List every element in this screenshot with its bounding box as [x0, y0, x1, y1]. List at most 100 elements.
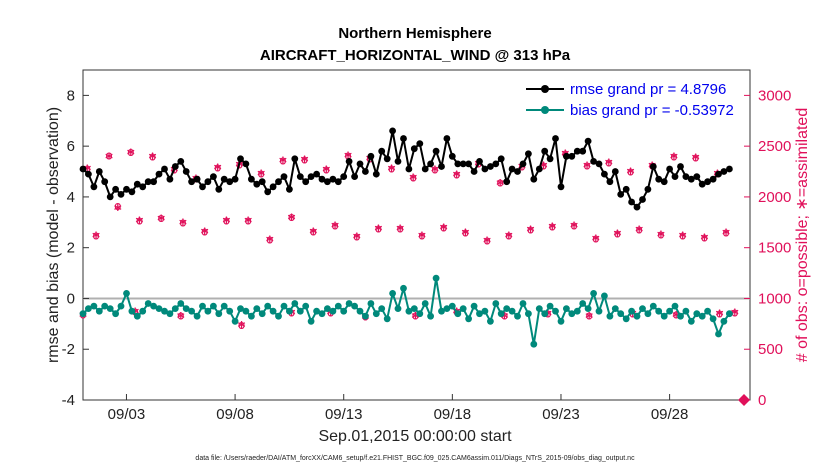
obs-possible-marker: o — [136, 213, 143, 227]
rmse-point — [530, 175, 538, 183]
obs-possible-marker: o — [679, 229, 686, 243]
obs-assimilated-marker: * — [700, 231, 708, 249]
bias-point — [530, 340, 538, 348]
obs-possible-marker: o — [388, 161, 395, 175]
bias-point — [112, 310, 119, 318]
obs-assimilated-marker: * — [672, 308, 680, 326]
x-tick-label: 09/08 — [216, 406, 254, 423]
rmse-point — [687, 175, 695, 183]
y-right-tick-label: 1500 — [758, 240, 791, 257]
rmse-point — [220, 175, 228, 183]
obs-possible-marker: o — [310, 224, 317, 238]
bias-point — [606, 312, 614, 320]
rmse-point — [497, 155, 505, 163]
rmse-point — [334, 178, 342, 186]
bias-point — [307, 317, 315, 325]
bias-point — [182, 305, 190, 312]
rmse-point — [177, 158, 185, 165]
obs-possible-marker: o — [657, 227, 664, 241]
obs-assimilated-marker: * — [496, 176, 504, 194]
bias-point — [269, 307, 277, 315]
obs-assimilated-marker: * — [157, 211, 165, 229]
rmse-point — [307, 173, 315, 181]
obs-assimilated-marker: * — [501, 309, 509, 327]
obs-assimilated-marker: * — [114, 201, 122, 219]
obs-assimilated-marker: * — [431, 163, 439, 181]
rmse-point — [269, 183, 277, 191]
y-axis-right-label: # of obs: o=possible; ∗=assimilated — [794, 108, 811, 362]
obs-possible-marker: o — [114, 199, 121, 213]
bias-point — [193, 312, 201, 320]
rmse-point — [454, 160, 462, 168]
obs-assimilated-marker: * — [301, 152, 309, 170]
obs-assimilated-marker: * — [679, 229, 687, 247]
obs-assimilated-marker: * — [136, 213, 144, 231]
rmse-point — [601, 170, 608, 178]
rmse-point — [112, 185, 119, 193]
rmse-point — [286, 185, 293, 193]
bias-point — [438, 307, 445, 315]
obs-possible-marker: o — [527, 222, 534, 236]
bias-point — [590, 290, 597, 297]
bias-point — [296, 307, 304, 315]
obs-assimilated-marker: * — [418, 229, 426, 247]
obs-possible-marker: o — [397, 221, 404, 235]
obs-assimilated-marker: * — [411, 309, 419, 327]
y-left-tick-label: 0 — [67, 290, 75, 307]
obs-possible-marker: o — [375, 221, 382, 235]
bias-point — [508, 307, 516, 315]
obs-assimilated-marker: * — [105, 149, 113, 167]
obs-assimilated-marker: * — [635, 222, 643, 240]
bias-point — [313, 307, 320, 315]
obs-possible-marker: o — [496, 176, 503, 190]
bias-point — [275, 312, 282, 320]
obs-possible-marker: o — [127, 145, 134, 159]
bias-point — [573, 307, 581, 315]
rmse-point — [416, 140, 424, 148]
obs-assimilated-marker: * — [331, 218, 339, 236]
rmse-point — [427, 160, 434, 168]
bias-point — [682, 307, 690, 315]
rmse-point — [144, 178, 152, 186]
bias-point — [704, 307, 711, 315]
rmse-point — [199, 183, 206, 191]
obs-possible-marker: o — [483, 234, 490, 248]
bias-point — [563, 305, 570, 312]
obs-possible-marker: o — [201, 224, 208, 238]
obs-possible-marker: o — [412, 309, 419, 323]
right-axis: 0 500 1000 1500 2000 2500 3000 — [744, 87, 791, 409]
legend-rmse-marker — [541, 85, 549, 93]
obs-assimilated-marker: * — [605, 155, 613, 173]
obs-assimilated-marker: * — [505, 229, 513, 247]
legend: rmse grand pr = 4.8796 bias grand pr = -… — [520, 76, 744, 122]
rmse-point — [715, 170, 722, 178]
bias-point — [481, 307, 489, 315]
obs-possible-marker: o — [84, 161, 91, 175]
rmse-point — [340, 173, 348, 181]
rmse-point — [139, 183, 147, 191]
rmse-point — [302, 178, 310, 186]
rmse-point — [313, 170, 320, 178]
y-left-tick-label: 2 — [67, 240, 75, 257]
obs-assimilated-marker: * — [353, 230, 361, 248]
rmse-point — [275, 178, 282, 186]
bias-point — [139, 307, 147, 315]
obs-assimilated-marker: * — [627, 165, 635, 183]
rmse-point — [649, 163, 657, 170]
rmse-point — [237, 155, 244, 163]
rmse-point — [459, 160, 467, 168]
rmse-point — [704, 178, 711, 186]
bias-point — [633, 312, 641, 320]
y-right-tick-label: 1000 — [758, 290, 791, 307]
obs-possible-marker: o — [244, 213, 251, 227]
bias-point — [345, 300, 353, 307]
bias-series-points — [79, 274, 733, 348]
bias-point — [242, 307, 250, 315]
y-right-tick-label: 0 — [758, 392, 766, 409]
rmse-point — [150, 178, 158, 186]
chart-title: Northern Hemisphere — [338, 25, 491, 42]
obs-assimilated-marker: * — [461, 226, 469, 244]
obs-assimilated-marker: * — [483, 234, 491, 252]
bias-point — [128, 307, 136, 315]
bias-point — [117, 302, 125, 310]
